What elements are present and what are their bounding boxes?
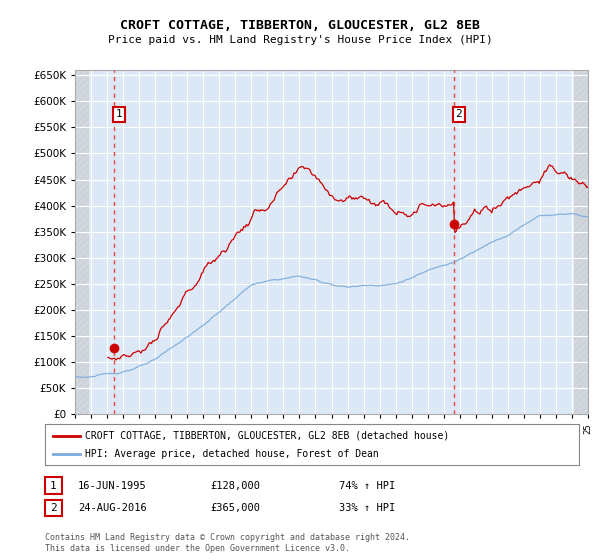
Text: 33% ↑ HPI: 33% ↑ HPI [339, 503, 395, 513]
Text: 24-AUG-2016: 24-AUG-2016 [78, 503, 147, 513]
Text: £365,000: £365,000 [210, 503, 260, 513]
Text: 16-JUN-1995: 16-JUN-1995 [78, 480, 147, 491]
Text: £128,000: £128,000 [210, 480, 260, 491]
Text: Contains HM Land Registry data © Crown copyright and database right 2024.
This d: Contains HM Land Registry data © Crown c… [45, 533, 410, 553]
Text: 2: 2 [455, 109, 462, 119]
Text: 74% ↑ HPI: 74% ↑ HPI [339, 480, 395, 491]
Text: 2: 2 [50, 503, 57, 513]
Text: Price paid vs. HM Land Registry's House Price Index (HPI): Price paid vs. HM Land Registry's House … [107, 35, 493, 45]
Text: CROFT COTTAGE, TIBBERTON, GLOUCESTER, GL2 8EB: CROFT COTTAGE, TIBBERTON, GLOUCESTER, GL… [120, 18, 480, 32]
Text: 1: 1 [116, 109, 122, 119]
Bar [574, 70, 588, 414]
Text: 1: 1 [50, 480, 57, 491]
Text: CROFT COTTAGE, TIBBERTON, GLOUCESTER, GL2 8EB (detached house): CROFT COTTAGE, TIBBERTON, GLOUCESTER, GL… [85, 431, 449, 441]
Bar [75, 70, 89, 414]
Text: HPI: Average price, detached house, Forest of Dean: HPI: Average price, detached house, Fore… [85, 449, 379, 459]
